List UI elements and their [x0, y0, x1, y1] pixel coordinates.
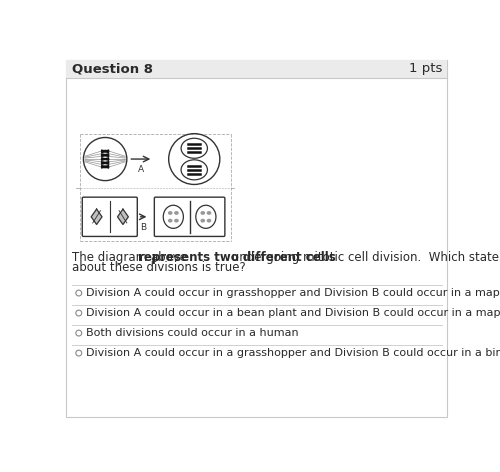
Polygon shape	[118, 209, 128, 225]
Ellipse shape	[200, 211, 205, 215]
Text: about these divisions is true?: about these divisions is true?	[72, 261, 246, 274]
Text: B: B	[140, 223, 146, 232]
Text: Both divisions could occur in a human: Both divisions could occur in a human	[86, 328, 298, 338]
Ellipse shape	[200, 219, 205, 223]
Text: The diagram above: The diagram above	[72, 251, 190, 264]
Ellipse shape	[174, 211, 179, 215]
Text: 1 pts: 1 pts	[409, 62, 442, 76]
Polygon shape	[91, 209, 102, 225]
Ellipse shape	[206, 211, 212, 215]
Text: A: A	[138, 165, 144, 174]
Text: Division A could occur in a bean plant and Division B could occur in a maple tre: Division A could occur in a bean plant a…	[86, 308, 500, 318]
Text: Question 8: Question 8	[72, 62, 153, 76]
Ellipse shape	[168, 211, 172, 215]
Ellipse shape	[174, 219, 179, 223]
Text: represents two different cells: represents two different cells	[138, 251, 336, 264]
Ellipse shape	[168, 219, 172, 223]
Ellipse shape	[206, 219, 212, 223]
Text: undergoing mitotic cell division.  Which statement: undergoing mitotic cell division. Which …	[228, 251, 500, 264]
Text: Division A could occur in grasshopper and Division B could occur in a maple tree: Division A could occur in grasshopper an…	[86, 288, 500, 298]
Bar	[66, 60, 447, 78]
Text: Division A could occur in a grasshopper and Division B could occur in a bird: Division A could occur in a grasshopper …	[86, 348, 500, 358]
